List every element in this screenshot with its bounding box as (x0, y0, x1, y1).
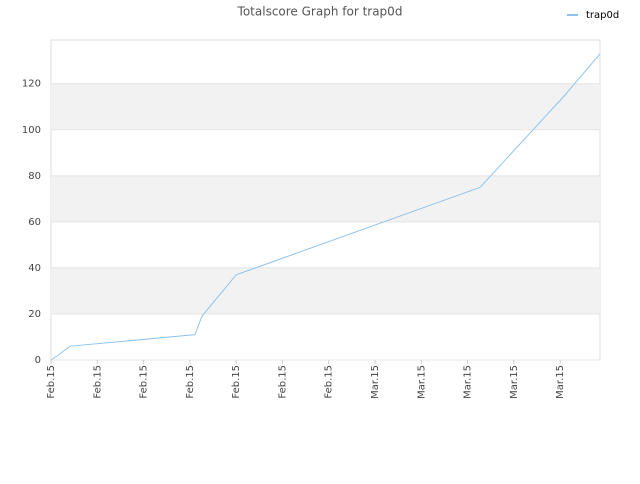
line (50, 53, 601, 361)
chart-title: Totalscore Graph for trap0d (237, 5, 403, 19)
y-tick-label: 80 (28, 171, 41, 182)
x-tick-label: Feb.15 (277, 365, 288, 399)
x-tick-label: Mar.15 (509, 365, 520, 399)
x-tick-label: Feb.15 (139, 365, 150, 399)
x-tick-label: Feb.15 (46, 365, 57, 399)
x-tick-label: Feb.15 (324, 365, 335, 399)
y-tick-label: 60 (28, 217, 41, 228)
x-tick-label: Feb.15 (231, 365, 242, 399)
x-tick-label: Mar.15 (370, 365, 381, 399)
x-tick-label: Mar.15 (463, 365, 474, 399)
y-tick-label: 100 (22, 125, 41, 136)
legend-label: trap0d (586, 10, 619, 21)
y-tick-label: 20 (28, 309, 41, 320)
x-tick-label: Mar.15 (555, 365, 566, 399)
y-tick-label: 120 (22, 79, 41, 90)
y-tick-label: 0 (35, 355, 41, 366)
x-tick-label: Feb.15 (92, 365, 103, 399)
y-tick-label: 40 (28, 263, 41, 274)
grid-band (51, 83, 600, 130)
x-tick-label: Feb.15 (185, 365, 196, 399)
x-tick-label: Mar.15 (416, 365, 427, 399)
grid-band (51, 175, 600, 222)
grid-band (51, 267, 600, 314)
